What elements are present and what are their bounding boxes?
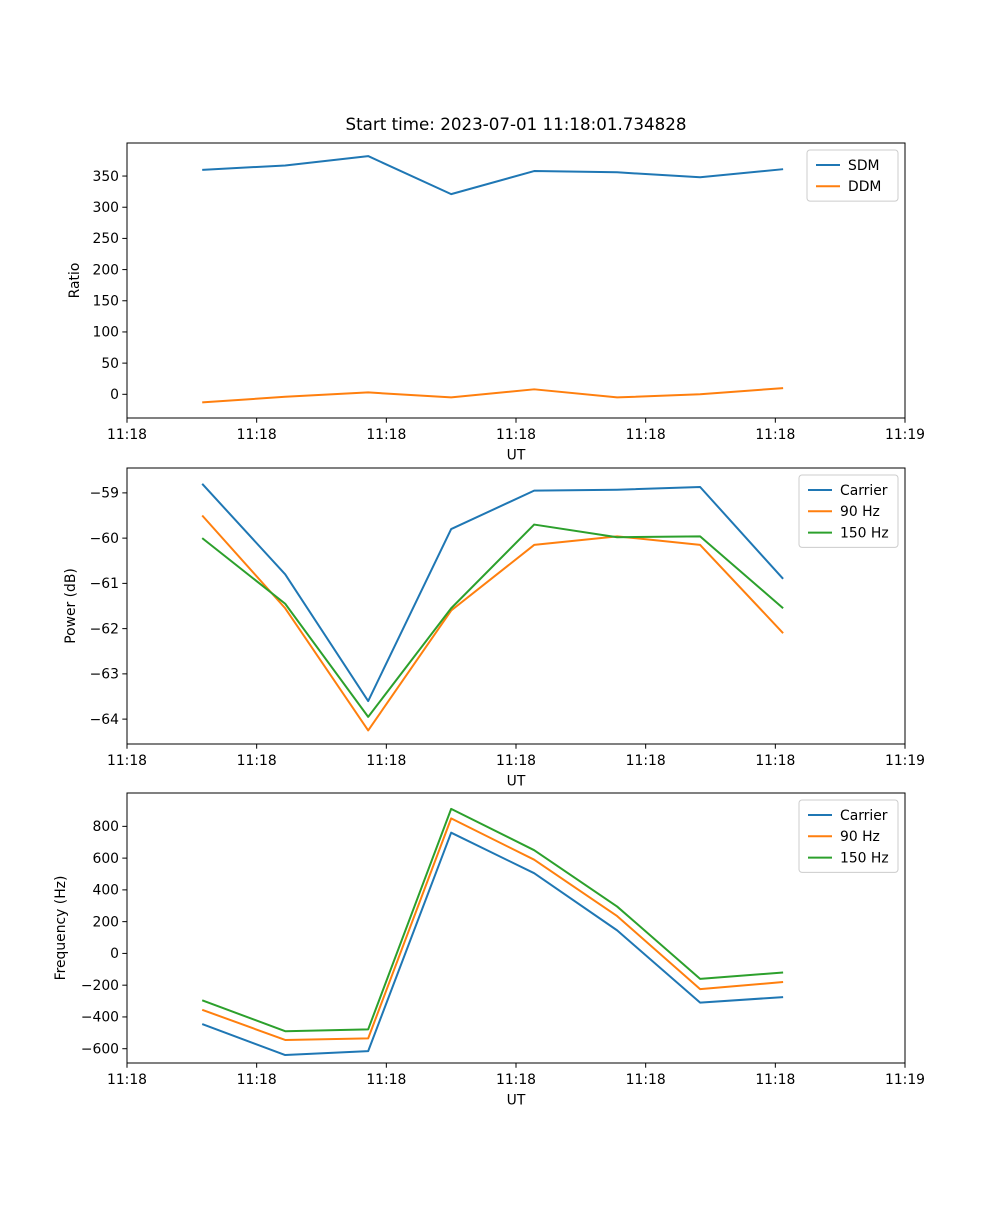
x-tick-label: 11:18 <box>626 427 666 443</box>
90-hz-line <box>201 514 784 732</box>
y-tick-label: −600 <box>81 1042 119 1058</box>
y-tick-label: 50 <box>101 356 119 372</box>
ddm-line <box>202 387 784 404</box>
x-tick-label: 11:18 <box>107 427 147 443</box>
x-tick-label: 11:18 <box>496 1072 536 1088</box>
y-tick-label: 0 <box>110 387 119 403</box>
x-tick-label: 11:18 <box>755 1072 795 1088</box>
legend-label: Carrier <box>840 808 888 824</box>
legend-label: Carrier <box>840 483 888 499</box>
legend-label: SDM <box>848 158 880 174</box>
150-hz-line <box>201 807 784 1033</box>
y-tick-label: 800 <box>92 819 119 835</box>
ratio-chart: 11:18 11:18 11:18 11:18 11:18 11:18 11:19 UT 0 50… <box>67 142 925 464</box>
legend-frame <box>806 149 899 202</box>
x-tick-label: 11:18 <box>755 427 795 443</box>
y-axis: −64 −63 −62 −61 −60 −59 Power (dB) <box>63 486 127 728</box>
x-tick-label: 11:18 <box>107 753 147 769</box>
x-tick-label: 11:18 <box>755 753 795 769</box>
y-axis-label: Power (dB) <box>63 568 79 644</box>
legend: Carrier 90 Hz 150 Hz <box>798 474 899 548</box>
x-tick-label: 11:19 <box>885 753 925 769</box>
carrier-line <box>201 831 784 1057</box>
legend-label: 150 Hz <box>840 850 889 866</box>
x-axis-label: UT <box>507 448 526 464</box>
legend-label: 150 Hz <box>840 525 889 541</box>
x-tick-label: 11:18 <box>366 753 406 769</box>
x-tick-label: 11:18 <box>626 1072 666 1088</box>
legend-frame <box>798 474 899 548</box>
y-tick-label: 300 <box>92 200 119 216</box>
y-tick-label: −200 <box>81 978 119 994</box>
y-tick-label: −63 <box>90 667 119 683</box>
x-tick-label: 11:18 <box>237 1072 277 1088</box>
x-tick-label: 11:18 <box>237 753 277 769</box>
y-axis-label: Ratio <box>67 263 83 299</box>
x-tick-label: 11:18 <box>366 427 406 443</box>
x-tick-label: 11:19 <box>885 427 925 443</box>
sdm-line <box>202 155 784 196</box>
power-chart: 11:18 11:18 11:18 11:18 11:18 11:18 11:19 UT −64… <box>63 467 925 790</box>
y-tick-label: −64 <box>90 712 119 728</box>
90-hz-line <box>201 817 784 1041</box>
y-tick-label: 200 <box>92 914 119 930</box>
150-hz-line <box>201 523 784 718</box>
legend-label: 90 Hz <box>840 829 880 845</box>
y-tick-label: −400 <box>81 1010 119 1026</box>
x-tick-label: 11:19 <box>885 1072 925 1088</box>
y-tick-label: 150 <box>92 294 119 310</box>
y-tick-label: 100 <box>92 325 119 341</box>
figure-title: Start time: 2023-07-01 11:18:01.734828 <box>346 114 687 134</box>
x-axis: 11:18 11:18 11:18 11:18 11:18 11:18 11:19 UT <box>107 418 925 464</box>
legend: Carrier 90 Hz 150 Hz <box>798 799 899 873</box>
y-tick-label: 200 <box>92 262 119 278</box>
x-tick-label: 11:18 <box>366 1072 406 1088</box>
legend: SDM DDM <box>806 149 899 202</box>
x-tick-label: 11:18 <box>107 1072 147 1088</box>
carrier-line <box>201 483 784 703</box>
x-axis-label: UT <box>507 1093 526 1109</box>
y-tick-label: 0 <box>110 946 119 962</box>
y-axis: −600 −400 −200 0 200 400 600 800 Frequency (Hz) <box>53 819 127 1058</box>
y-tick-label: −61 <box>90 576 119 592</box>
y-axis: 0 50 100 150 200 250 300 350 Ratio <box>67 169 127 403</box>
x-axis-label: UT <box>507 774 526 790</box>
y-tick-label: 250 <box>92 231 119 247</box>
y-tick-label: 600 <box>92 851 119 867</box>
y-tick-label: −60 <box>90 531 119 547</box>
x-tick-label: 11:18 <box>626 753 666 769</box>
legend-label: DDM <box>848 179 881 195</box>
x-tick-label: 11:18 <box>496 753 536 769</box>
legend-label: 90 Hz <box>840 504 880 520</box>
x-tick-label: 11:18 <box>496 427 536 443</box>
y-tick-label: 400 <box>92 883 119 899</box>
y-tick-label: 350 <box>92 169 119 185</box>
x-axis: 11:18 11:18 11:18 11:18 11:18 11:18 11:19 UT <box>107 1063 925 1109</box>
frequency-chart: 11:18 11:18 11:18 11:18 11:18 11:18 11:19 UT −60… <box>53 792 925 1109</box>
x-axis: 11:18 11:18 11:18 11:18 11:18 11:18 11:19 UT <box>107 744 925 790</box>
legend-frame <box>798 799 899 873</box>
y-axis-label: Frequency (Hz) <box>53 876 69 981</box>
x-tick-label: 11:18 <box>237 427 277 443</box>
y-tick-label: −62 <box>90 621 119 637</box>
y-tick-label: −59 <box>90 486 119 502</box>
